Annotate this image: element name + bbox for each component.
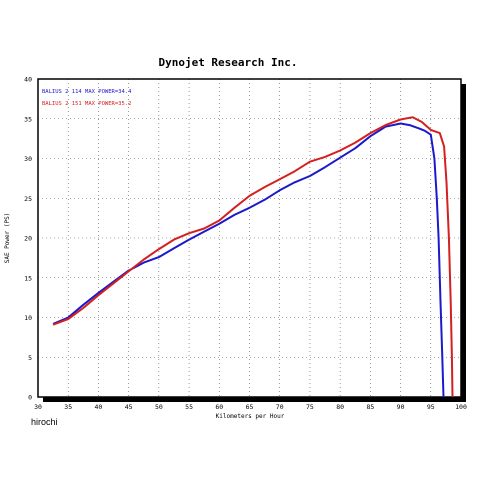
x-tick-label: 55 (185, 403, 193, 411)
x-tick-label: 90 (397, 403, 405, 411)
y-tick-label: 20 (24, 235, 32, 243)
y-tick-label: 30 (24, 155, 32, 163)
legend: BALIUS 2 114 MAX POWER=34.4 BALIUS 2 151 … (42, 89, 132, 107)
series-lines (52, 116, 454, 398)
legend-entry-2: BALIUS 2 151 MAX POWER=35.2 (42, 101, 131, 107)
y-tick-label: 40 (24, 76, 32, 84)
chart-title: Dynojet Research Inc. (158, 56, 297, 69)
frame-shadow-right (461, 84, 466, 402)
y-axis-ticks: 0 5 10 15 20 25 30 35 40 (24, 76, 32, 402)
grid (38, 79, 461, 397)
plot-frame (37, 78, 462, 398)
x-tick-label: 45 (125, 403, 133, 411)
x-tick-label: 40 (95, 403, 103, 411)
x-tick-label: 95 (427, 403, 435, 411)
y-tick-label: 35 (24, 115, 32, 123)
x-tick-label: 70 (276, 403, 284, 411)
x-tick-label: 100 (455, 403, 467, 411)
x-tick-label: 50 (155, 403, 163, 411)
x-axis-ticks: 30 35 40 45 50 55 60 65 70 75 80 85 90 95 100 (34, 403, 467, 411)
x-tick-label: 85 (366, 403, 374, 411)
y-tick-label: 25 (24, 195, 32, 203)
y-tick-label: 10 (24, 314, 32, 322)
credit-text: hirochi (31, 417, 58, 427)
y-axis-label: SAE Power (PS) (4, 213, 11, 264)
series-line-1 (52, 122, 445, 398)
x-tick-label: 75 (306, 403, 314, 411)
x-tick-label: 35 (64, 403, 72, 411)
y-tick-label: 0 (28, 394, 32, 402)
x-tick-label: 80 (336, 403, 344, 411)
series-line-2 (52, 116, 454, 398)
y-tick-label: 5 (28, 354, 32, 362)
frame-shadow-bottom (43, 397, 466, 402)
y-tick-label: 15 (24, 274, 32, 282)
x-tick-label: 30 (34, 403, 42, 411)
legend-entry-1: BALIUS 2 114 MAX POWER=34.4 (42, 89, 132, 95)
x-tick-label: 65 (246, 403, 254, 411)
x-axis-label: Kilometers per Hour (216, 413, 285, 420)
x-tick-label: 60 (215, 403, 223, 411)
